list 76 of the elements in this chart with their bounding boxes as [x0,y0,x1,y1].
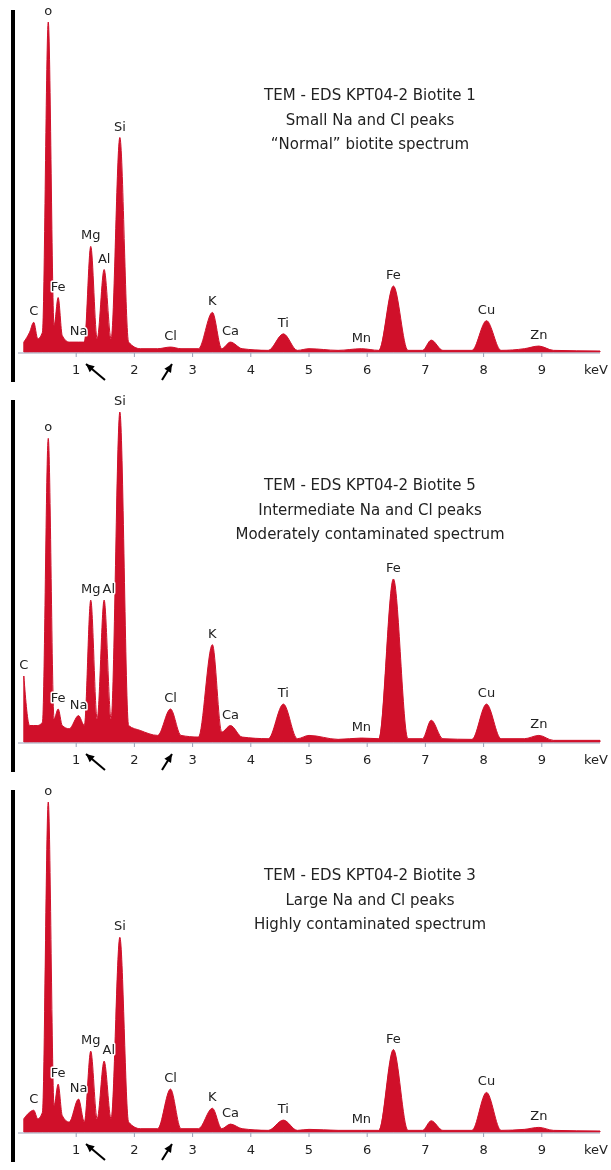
text: Intermediate Na and Cl peaks Moderately contaminated spectrum [235,501,505,543]
text: TEM - EDS KPT04-2 Biotite 5 [263,476,476,494]
annotation: Si [113,393,126,408]
x-tick-label: 6 [363,362,372,377]
annotation: Ca [221,706,239,722]
annotation: Fe [386,267,401,282]
x-tick-label: 2 [130,362,139,377]
x-tick-label: 9 [537,1142,546,1157]
x-axis-title: keV [584,362,609,377]
x-tick-label: 4 [246,752,255,767]
annotation: Ti [276,1101,289,1117]
annotation: Al [102,1042,116,1058]
annotation: o [44,419,53,435]
annotation: Mn [351,329,372,345]
annotation: Fe [386,559,401,575]
x-tick-label: 1 [72,1142,81,1157]
annotation: K [208,1089,218,1105]
x-tick-label: 3 [188,362,197,377]
x-tick-label: 9 [537,362,546,377]
annotation: Cl [164,1070,177,1086]
text: TEM - EDS KPT04-2 Biotite 3 [263,866,476,884]
annotation: Fe [386,1030,401,1046]
annotation: Cu [477,685,496,701]
x-tick-label: 7 [421,1142,430,1157]
annotation: Zn [530,327,548,343]
x-tick-label: 3 [188,752,197,767]
annotation: Ti [276,685,289,701]
text: TEM - EDS KPT04-2 Biotite 1 [263,86,476,104]
annotation: Si [113,118,126,134]
annotation: Ti [276,314,289,330]
annotation: C [29,303,39,319]
x-tick-label: 4 [246,1142,255,1157]
annotation: C [19,657,29,672]
annotation: Mn [351,1111,372,1127]
x-tick-label: 8 [479,362,488,377]
x-tick-label: 5 [304,362,314,377]
annotation: Ca [221,323,239,339]
annotation: Mg [81,581,101,597]
x-tick-label: 7 [421,752,430,767]
annotation: Si [113,918,126,934]
x-tick-label: 9 [537,752,546,767]
annotation: C [29,1091,39,1107]
annotation: Zn [530,1108,548,1124]
annotation: Cu [477,301,496,317]
annotation: o [44,783,53,798]
text: Small Na and Cl peaks “Normal” biotite spectrum [270,111,470,153]
annotation: Ca [221,1105,239,1121]
annotation: o [44,3,53,18]
x-tick-label: 8 [479,1142,488,1157]
x-tick-label: 7 [421,362,430,377]
annotation: Mg [81,1032,101,1048]
x-tick-label: 8 [479,752,488,767]
x-tick-label: 2 [130,752,139,767]
x-tick-label: 6 [363,1142,372,1157]
x-axis-title: keV [584,1142,609,1157]
annotation: K [208,625,218,641]
annotation: Mg [81,227,101,243]
x-axis-title: keV [584,752,609,767]
annotation: Zn [530,716,548,732]
x-tick-label: 5 [304,752,314,767]
annotation: Cl [164,328,177,344]
x-tick-label: 6 [363,752,372,767]
annotation: Al [102,581,116,597]
annotation: K [208,293,218,309]
x-tick-label: 1 [72,752,81,767]
annotation: Na [69,1080,88,1095]
annotation: Mn [351,719,372,735]
annotation: Cu [477,1073,496,1089]
x-tick-label: 1 [72,362,81,377]
annotation: Al [97,250,111,266]
x-tick-label: 3 [188,1142,197,1157]
annotation: Cl [164,690,177,705]
text: Large Na and Cl peaks Highly contaminated spectrum [253,891,487,933]
x-tick-label: 4 [246,362,255,377]
x-tick-label: 5 [304,1142,314,1157]
x-tick-label: 2 [130,1142,139,1157]
